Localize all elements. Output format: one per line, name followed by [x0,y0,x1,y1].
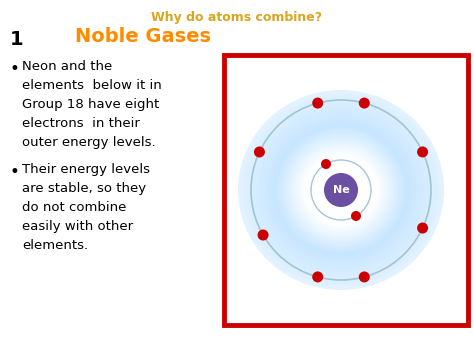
Ellipse shape [255,106,427,273]
Circle shape [351,211,361,221]
Bar [224,55,468,325]
Ellipse shape [324,173,358,207]
Text: Group 18 have eight: Group 18 have eight [22,98,159,111]
Ellipse shape [267,118,415,262]
Ellipse shape [337,187,345,193]
Ellipse shape [252,103,430,277]
Text: elements  below it in: elements below it in [22,79,162,92]
Ellipse shape [296,147,386,233]
Ellipse shape [327,177,355,203]
Ellipse shape [326,175,356,205]
Ellipse shape [329,178,353,202]
Ellipse shape [271,122,411,258]
Ellipse shape [269,120,413,260]
Circle shape [359,98,370,109]
Ellipse shape [277,129,404,252]
Circle shape [257,229,269,240]
Circle shape [359,272,370,283]
Text: elements.: elements. [22,239,88,252]
Text: do not combine: do not combine [22,201,127,214]
Ellipse shape [245,97,437,283]
Ellipse shape [290,140,392,240]
Ellipse shape [240,92,442,288]
Text: 1: 1 [10,30,24,49]
Ellipse shape [273,123,410,257]
Ellipse shape [339,189,343,192]
Ellipse shape [260,112,422,268]
Ellipse shape [276,127,406,253]
Circle shape [254,147,265,158]
Circle shape [312,272,323,283]
Ellipse shape [309,158,374,222]
Circle shape [312,98,323,109]
Text: Noble Gases: Noble Gases [75,27,211,46]
Ellipse shape [254,105,428,275]
Circle shape [417,147,428,158]
Ellipse shape [303,153,379,226]
Ellipse shape [305,155,377,225]
Ellipse shape [315,165,367,215]
Ellipse shape [336,185,346,195]
Ellipse shape [332,182,350,198]
Circle shape [321,159,331,169]
Text: Why do atoms combine?: Why do atoms combine? [151,11,323,24]
Ellipse shape [313,163,368,217]
Text: are stable, so they: are stable, so they [22,182,146,195]
Ellipse shape [331,180,351,200]
Ellipse shape [284,135,398,245]
Ellipse shape [312,162,370,218]
Ellipse shape [241,93,440,287]
Ellipse shape [291,142,391,238]
Ellipse shape [265,117,417,263]
Ellipse shape [283,133,400,247]
Text: outer energy levels.: outer energy levels. [22,136,155,149]
Ellipse shape [288,138,394,242]
Ellipse shape [334,183,348,197]
Ellipse shape [319,168,363,212]
Ellipse shape [300,150,382,230]
Text: Their energy levels: Their energy levels [22,163,150,176]
Text: easily with other: easily with other [22,220,133,233]
Ellipse shape [295,145,387,235]
Ellipse shape [301,152,381,228]
Ellipse shape [322,172,360,208]
Text: Neon and the: Neon and the [22,60,112,73]
Ellipse shape [320,170,362,210]
Text: •: • [10,163,20,181]
Ellipse shape [293,143,389,237]
Ellipse shape [246,98,436,282]
Ellipse shape [250,102,432,278]
Ellipse shape [257,108,425,272]
Ellipse shape [243,95,439,285]
Ellipse shape [310,160,372,220]
Text: electrons  in their: electrons in their [22,117,140,130]
Ellipse shape [264,115,418,265]
Ellipse shape [317,166,365,213]
Ellipse shape [279,130,403,250]
Circle shape [417,223,428,234]
Ellipse shape [274,125,408,255]
Ellipse shape [298,148,384,232]
Text: •: • [10,60,20,78]
Ellipse shape [238,90,444,290]
Text: Ne: Ne [333,185,349,195]
Ellipse shape [307,157,375,223]
Ellipse shape [286,137,396,243]
Circle shape [324,173,358,207]
Ellipse shape [248,100,434,280]
Ellipse shape [281,132,401,248]
Ellipse shape [259,110,423,270]
Ellipse shape [262,113,420,267]
